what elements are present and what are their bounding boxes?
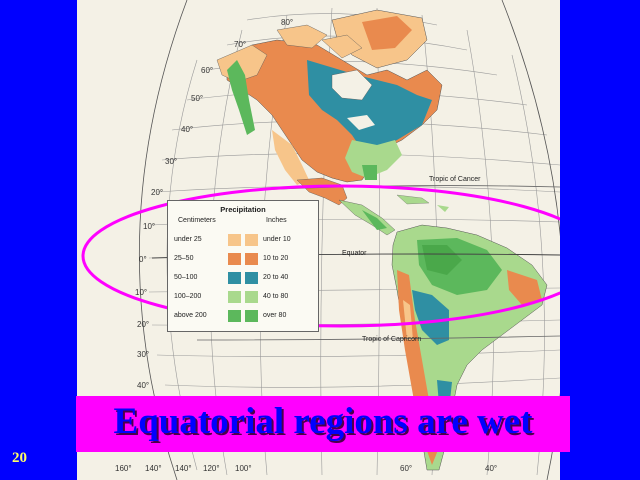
lon-label-160w: 160° bbox=[115, 464, 132, 473]
lon-label-100w: 100° bbox=[235, 464, 252, 473]
legend-cm-value: above 200 bbox=[174, 312, 207, 319]
lon-label-140w: 140° bbox=[145, 464, 162, 473]
highlight-ellipse bbox=[81, 184, 560, 328]
lat-label-40s: 40° bbox=[137, 381, 150, 390]
legend-swatch bbox=[245, 234, 258, 246]
legend-in-value: 20 to 40 bbox=[263, 274, 289, 281]
lat-label-20s: 20° bbox=[137, 320, 150, 329]
lat-label-10n: 10° bbox=[143, 222, 156, 231]
lat-label-70n: 70° bbox=[234, 40, 247, 49]
legend-cm-value: 25–50 bbox=[174, 255, 194, 262]
legend-swatch bbox=[228, 310, 241, 322]
lon-label-40w: 40° bbox=[485, 464, 498, 473]
legend-swatch bbox=[245, 253, 258, 265]
legend-row: above 200 over 80 bbox=[168, 309, 318, 325]
tropic-of-cancer-label: Tropic of Cancer bbox=[429, 176, 481, 183]
legend-title: Precipitation bbox=[220, 205, 266, 214]
legend-in-value: 40 to 80 bbox=[263, 293, 289, 300]
legend-in-value: 10 to 20 bbox=[263, 255, 289, 262]
legend-in-value: under 10 bbox=[263, 236, 291, 243]
legend-row: 50–100 20 to 40 bbox=[168, 271, 318, 287]
lat-label-10s: 10° bbox=[135, 288, 148, 297]
lon-label-60w: 60° bbox=[400, 464, 413, 473]
lon-label-140w-b: 140° bbox=[175, 464, 192, 473]
lat-label-40n: 40° bbox=[181, 125, 194, 134]
lon-label-120w: 120° bbox=[203, 464, 220, 473]
legend-swatch bbox=[245, 272, 258, 284]
caption-banner: Equatorial regions are wet bbox=[76, 396, 570, 452]
legend-swatch bbox=[228, 291, 241, 303]
lat-label-20n: 20° bbox=[151, 188, 164, 197]
legend-in-value: over 80 bbox=[263, 312, 287, 319]
lat-label-30n: 30° bbox=[165, 157, 178, 166]
lat-label-60n: 60° bbox=[201, 66, 214, 75]
legend-swatch bbox=[228, 234, 241, 246]
lat-label-0: 0° bbox=[139, 255, 147, 264]
precipitation-legend: Precipitation Centimeters Inches under 2… bbox=[167, 200, 319, 332]
lat-label-50n: 50° bbox=[191, 94, 204, 103]
slide-number: 20 bbox=[12, 450, 27, 466]
legend-inches-header: Inches bbox=[266, 217, 287, 224]
legend-row: 25–50 10 to 20 bbox=[168, 252, 318, 268]
lat-label-30s: 30° bbox=[137, 350, 150, 359]
legend-swatch bbox=[245, 310, 258, 322]
lat-label-80n: 80° bbox=[281, 18, 294, 27]
legend-swatch bbox=[228, 272, 241, 284]
legend-swatch bbox=[228, 253, 241, 265]
legend-cm-value: 100–200 bbox=[174, 293, 202, 300]
legend-centimeters-header: Centimeters bbox=[178, 217, 216, 224]
legend-swatch bbox=[245, 291, 258, 303]
tropic-of-capricorn-label: Tropic of Capricorn bbox=[362, 336, 422, 343]
legend-row: under 25 under 10 bbox=[168, 233, 318, 249]
caption-text: Equatorial regions are wet bbox=[113, 401, 533, 442]
equator-label: Equator bbox=[342, 250, 367, 257]
legend-cm-value: 50–100 bbox=[174, 274, 198, 281]
legend-row: 100–200 40 to 80 bbox=[168, 290, 318, 306]
legend-cm-value: under 25 bbox=[174, 236, 202, 243]
